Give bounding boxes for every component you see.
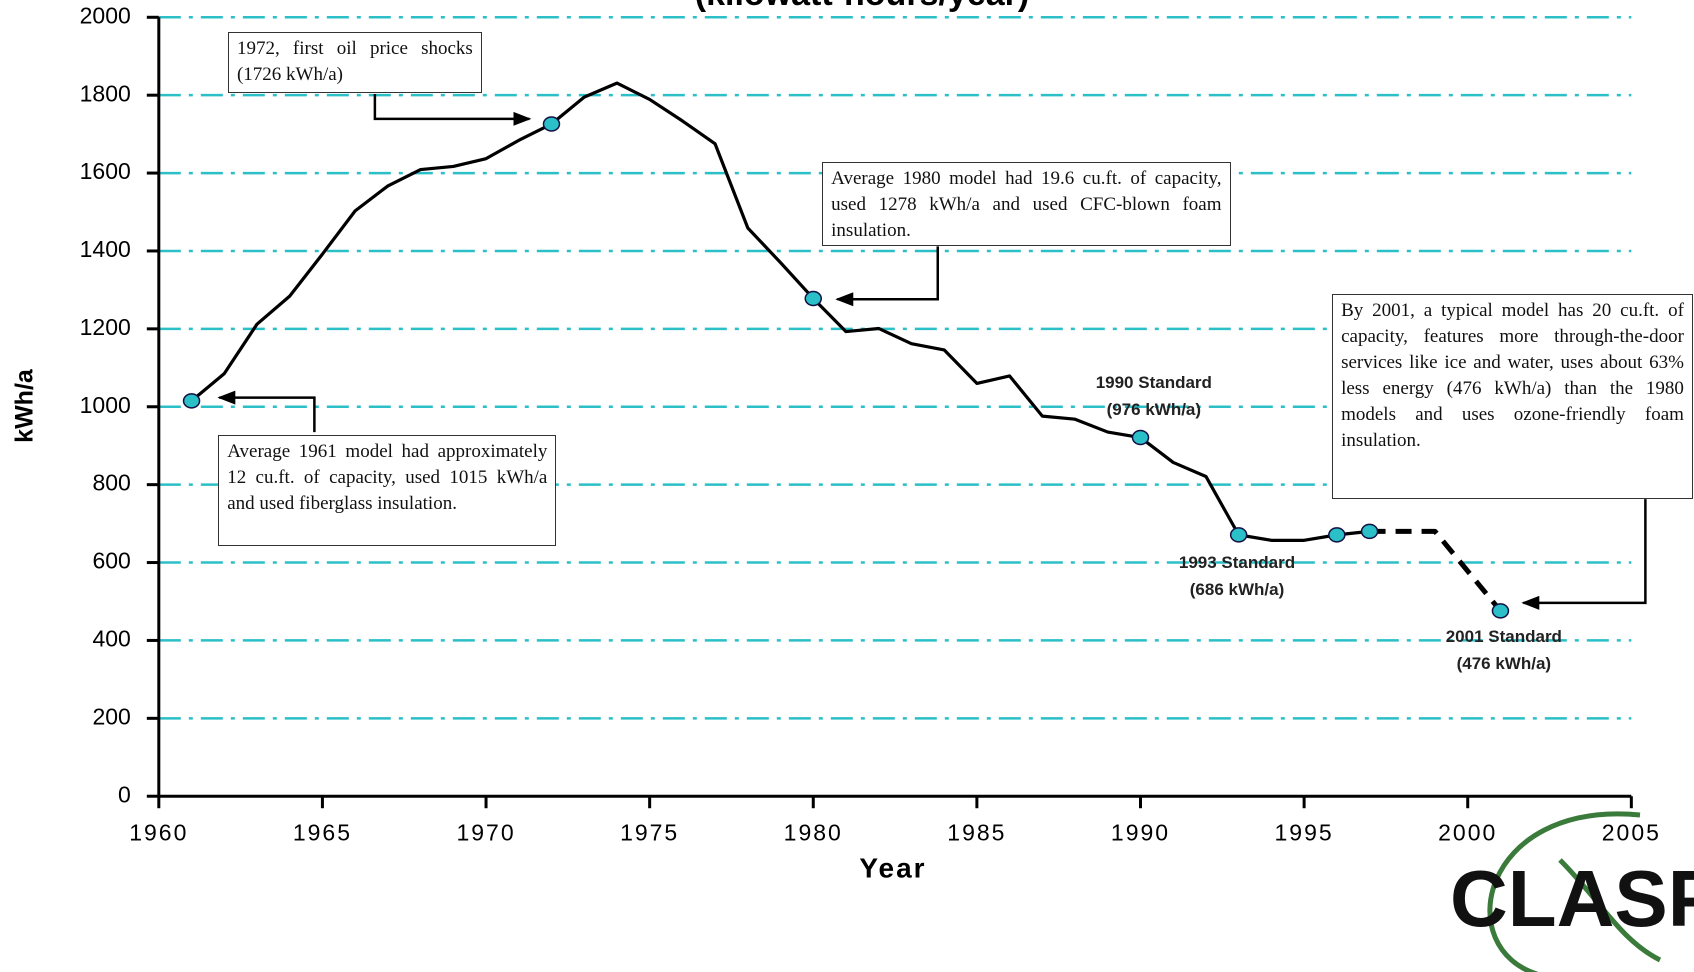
dashed-line <box>1369 528 1503 613</box>
x-tick-label: 1965 <box>293 819 352 845</box>
annotation-arrow <box>1521 499 1647 610</box>
chart-title: (kilowatt-hours/year) <box>695 0 1029 13</box>
x-tick-label: 1995 <box>1275 819 1334 845</box>
standard-label: 2001 Standard <box>1445 627 1562 647</box>
annotation-arrow <box>835 246 939 307</box>
data-point <box>1229 527 1248 543</box>
y-axis-label: kWh/a <box>11 368 39 443</box>
x-tick-label: 1960 <box>129 819 188 845</box>
y-tick-label: 400 <box>92 626 130 652</box>
x-tick-label: 2005 <box>1602 819 1661 845</box>
x-tick-label: 1970 <box>456 819 515 845</box>
x-tick-label: 1985 <box>947 819 1006 845</box>
x-tick-label: 1990 <box>1111 819 1170 845</box>
annotation: Average 1980 model had 19.6 cu.ft. of ca… <box>822 162 1231 247</box>
data-point <box>1491 603 1510 619</box>
annotation-arrow <box>217 390 316 433</box>
x-tick-label: 1975 <box>620 819 679 845</box>
annotation-arrow <box>373 93 532 126</box>
standard-label: (686 kWh/a) <box>1189 579 1285 599</box>
data-point <box>1328 527 1346 543</box>
standard-label: (976 kWh/a) <box>1106 400 1202 420</box>
data-point <box>1131 429 1150 446</box>
data-point <box>1360 523 1379 540</box>
logo: CLASP <box>1450 854 1694 943</box>
x-tick-label: 2000 <box>1438 819 1497 845</box>
data-point <box>804 290 823 307</box>
standard-label: 1990 Standard <box>1095 373 1212 393</box>
y-tick-label: 0 <box>118 781 131 807</box>
x-axis-label: Year <box>859 852 926 883</box>
data-point <box>182 393 201 409</box>
x-tick-label: 1980 <box>784 819 843 845</box>
annotation: By 2001, a typical model has 20 cu.ft. o… <box>1332 293 1693 500</box>
logo-swoosh <box>1487 811 1662 972</box>
annotation: Average 1961 model had approximately 12 … <box>218 435 557 546</box>
y-tick-label: 1400 <box>80 236 131 262</box>
y-tick-label: 1800 <box>80 80 131 106</box>
y-tick-label: 600 <box>92 548 130 574</box>
y-tick-label: 200 <box>92 703 130 729</box>
y-tick-label: 1600 <box>80 158 131 184</box>
y-tick-label: 2000 <box>80 2 131 28</box>
data-point <box>542 116 561 132</box>
annotation: 1972, first oil price shocks (1726 kWh/a… <box>227 32 482 93</box>
y-tick-label: 1200 <box>80 314 131 340</box>
y-tick-label: 800 <box>92 470 130 496</box>
y-tick-label: 1000 <box>80 392 131 418</box>
standard-label: (476 kWh/a) <box>1456 654 1552 674</box>
data-line <box>190 81 1370 542</box>
standard-label: 1993 Standard <box>1178 552 1296 572</box>
